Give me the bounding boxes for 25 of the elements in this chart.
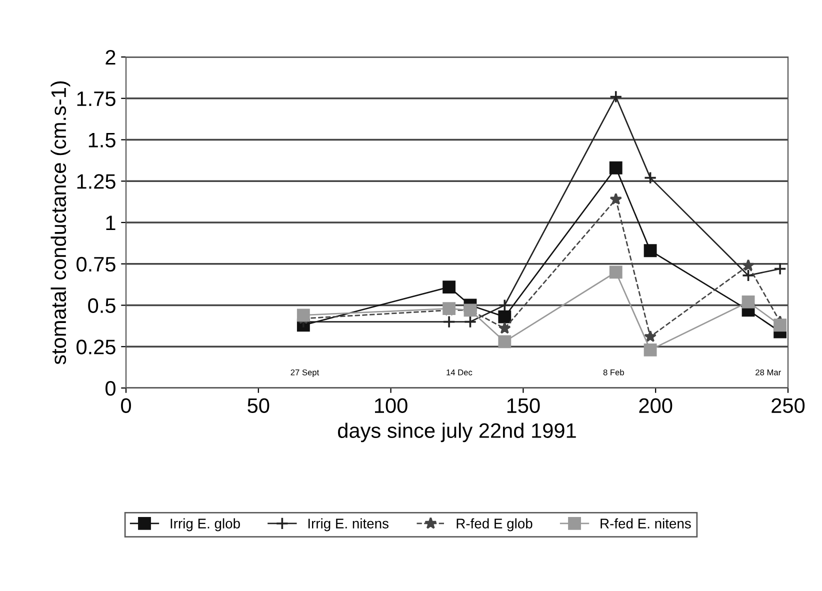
annotation: 14 Dec [446,370,472,376]
x-tick-label: 100 [375,398,408,414]
y-tick-label: 0.5 [88,298,116,314]
x-tick-label: 50 [248,398,270,414]
x-axis-title: days since july 22nd 1991 [338,422,576,442]
y-tick-label: 1.25 [77,174,116,189]
y-tick-label: 1.5 [88,132,116,148]
y-tick-label: 2 [106,50,116,65]
y-tick-label: 0 [106,381,116,396]
x-tick-label: 250 [772,398,805,414]
y-axis-title: stomatal conductance (cm.s-1) [50,81,70,364]
annotation: 8 Feb [603,369,624,376]
legend-label: R-fed E glob [456,518,532,532]
legend-label: Irrig E. nitens [308,518,388,532]
legend-label: R-fed E. nitens [600,518,691,528]
annotation: 27 Sept [290,369,320,377]
x-tick-label: 0 [121,398,131,414]
y-tick-label: 0.25 [76,340,116,354]
y-tick-label: 0.75 [76,256,116,272]
y-tick-label: 1.75 [77,92,116,106]
x-tick-label: 150 [507,398,540,414]
x-tick-label: 200 [639,398,672,414]
legend-label: Irrig E. glob [170,518,240,532]
y-tick-label: 1 [106,216,116,230]
annotation: 28 Mar [756,369,781,376]
